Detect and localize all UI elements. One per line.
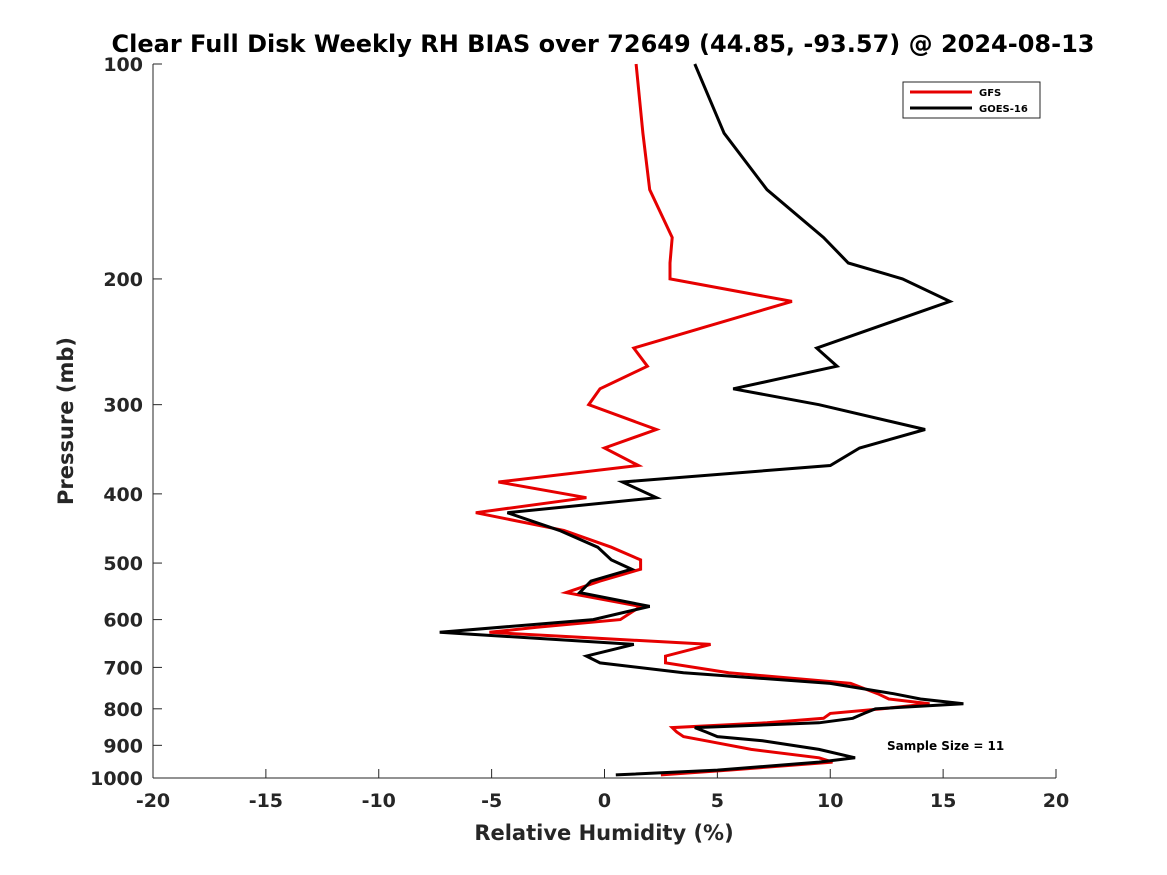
y-tick-label: 700 (103, 657, 143, 679)
x-tick-label: 10 (817, 790, 843, 812)
x-tick-label: -5 (481, 790, 502, 812)
y-tick-label: 900 (103, 735, 143, 757)
x-tick-label: 20 (1043, 790, 1069, 812)
y-axis-label: Pressure (mb) (54, 337, 78, 505)
x-tick-label: -20 (136, 790, 170, 812)
x-tick-label: 0 (598, 790, 611, 812)
y-tick-label: 100 (103, 54, 143, 76)
legend-label-gfs: GFS (979, 88, 1001, 99)
y-tick-label: 500 (103, 553, 143, 575)
plot-area (152, 64, 1056, 779)
series-line-gfs (475, 63, 930, 777)
y-ticks: 100 200 300 400 500 600 700 800 900 1000 (90, 54, 162, 790)
x-tick-label: 5 (711, 790, 724, 812)
y-tick-label: 1000 (90, 768, 143, 790)
x-tick-label: -10 (362, 790, 396, 812)
sample-size-annotation: Sample Size = 11 (887, 739, 1004, 753)
legend-label-goes16: GOES-16 (979, 104, 1028, 115)
x-axis-label: Relative Humidity (%) (474, 821, 733, 845)
x-ticks: -20 -15 -10 -5 0 5 10 15 20 (136, 769, 1069, 812)
series-line-goes16 (439, 63, 964, 777)
legend-box (902, 81, 1041, 119)
y-tick-label: 300 (103, 395, 143, 417)
y-tick-label: 600 (103, 610, 143, 632)
x-tick-label: 15 (930, 790, 956, 812)
y-tick-label: 800 (103, 699, 143, 721)
y-tick-label: 400 (103, 484, 143, 506)
chart-title: Clear Full Disk Weekly RH BIAS over 7264… (112, 30, 1095, 58)
series-layer (439, 63, 964, 777)
legend: GFS GOES-16 (902, 81, 1041, 119)
y-tick-label: 200 (103, 269, 143, 291)
x-tick-label: -15 (249, 790, 283, 812)
